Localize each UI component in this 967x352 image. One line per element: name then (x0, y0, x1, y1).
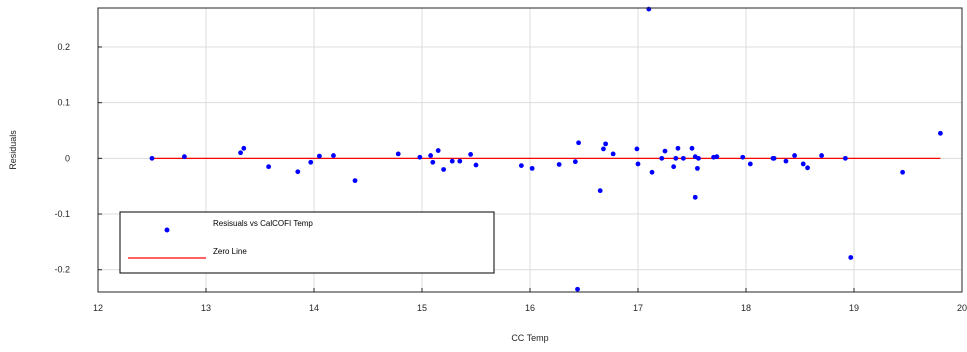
x-tick-label: 18 (741, 303, 751, 313)
residual-point (441, 167, 446, 172)
residual-point (635, 161, 641, 167)
residual-point (266, 164, 272, 170)
residual-point (308, 159, 314, 165)
x-axis-label: CC Temp (511, 333, 548, 343)
residual-point (529, 165, 535, 171)
residual-point (352, 178, 358, 184)
residual-point (238, 150, 243, 156)
x-tick-label: 13 (201, 303, 211, 313)
residual-point (572, 159, 578, 165)
y-tick-label: 0.2 (57, 42, 70, 52)
residual-point (295, 169, 301, 175)
residual-point (819, 153, 824, 158)
residual-point (449, 158, 455, 164)
y-axis-ticks: -0.2 -0.1 0 0.1 0.2 (54, 42, 102, 275)
legend-marker-residuals (164, 227, 170, 233)
x-tick-label: 19 (849, 303, 859, 313)
residual-point (149, 155, 155, 161)
residual-point (556, 162, 562, 167)
residual-point (848, 255, 854, 260)
residual-point (601, 146, 606, 152)
residual-point (182, 154, 187, 160)
x-tick-label: 16 (525, 303, 535, 313)
y-tick-label: -0.1 (54, 209, 70, 219)
residual-point (659, 155, 665, 161)
x-tick-label: 12 (93, 303, 103, 313)
y-tick-label: 0 (65, 153, 70, 163)
residual-point (673, 155, 679, 161)
residual-point (649, 169, 655, 175)
residual-point (740, 154, 746, 160)
residual-point (680, 155, 686, 161)
residual-point (900, 169, 905, 175)
x-axis-ticks: 12 13 14 15 16 17 18 19 20 (93, 288, 967, 313)
residual-point (671, 164, 677, 170)
residual-point (317, 153, 322, 159)
residual-point (842, 155, 848, 161)
residual-point (395, 151, 401, 157)
residual-point (783, 158, 789, 164)
y-tick-label: 0.1 (57, 98, 70, 108)
residual-point (428, 153, 434, 158)
residual-point (662, 148, 668, 154)
residual-point (771, 155, 777, 161)
residual-point (457, 158, 463, 164)
residual-point (576, 140, 581, 146)
residual-point (714, 154, 720, 160)
residual-point (805, 165, 810, 171)
residual-point (689, 145, 695, 151)
residual-point (695, 165, 700, 171)
residual-point (430, 159, 436, 165)
legend-label-residuals: Resisuals vs CalCOFI Temp (213, 219, 313, 228)
plot-series (149, 6, 943, 292)
residual-point (696, 155, 701, 161)
residual-point (331, 153, 336, 158)
residual-point (417, 154, 423, 160)
x-tick-label: 14 (309, 303, 319, 313)
x-tick-label: 17 (633, 303, 643, 313)
y-tick-label: -0.2 (54, 265, 70, 275)
residual-point (692, 194, 698, 200)
residual-point (468, 152, 473, 157)
residual-point (518, 163, 524, 168)
residual-point (597, 188, 603, 194)
residual-point (473, 162, 479, 168)
residual-point (603, 141, 608, 147)
y-axis-label: Residuals (8, 130, 18, 170)
residual-point (575, 286, 580, 292)
x-tick-label: 15 (417, 303, 427, 313)
residual-point (675, 145, 681, 151)
legend: Resisuals vs CalCOFI Temp Zero Line (119, 211, 495, 274)
residual-point (241, 145, 247, 151)
residual-point (634, 146, 640, 152)
legend-box (119, 211, 495, 274)
residual-point (938, 130, 943, 136)
residual-point (792, 153, 797, 158)
residual-point (646, 6, 652, 12)
legend-label-zero-line: Zero Line (213, 247, 247, 256)
x-tick-label: 20 (957, 303, 967, 313)
residual-point (435, 148, 441, 153)
residual-point (747, 161, 753, 167)
residual-point (800, 161, 806, 167)
residual-point (610, 151, 616, 157)
